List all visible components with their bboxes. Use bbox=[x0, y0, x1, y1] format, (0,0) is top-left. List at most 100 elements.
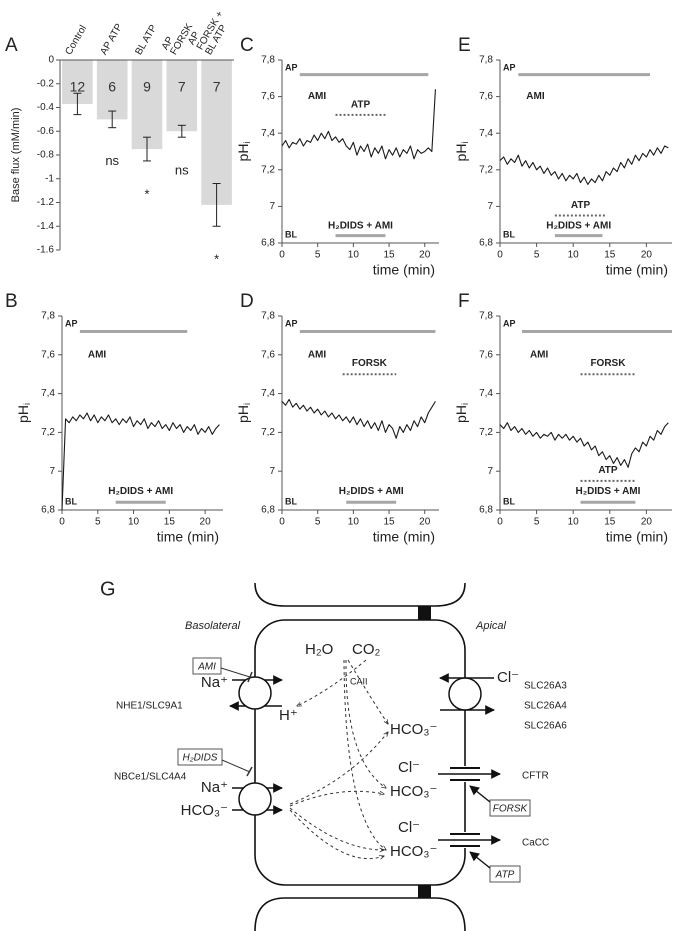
y-tick-label: -1 bbox=[45, 173, 54, 184]
y-tick-label: 7,6 bbox=[479, 91, 493, 102]
y-tick-label: 7,6 bbox=[261, 349, 275, 360]
side-annotation: BL bbox=[65, 496, 77, 506]
ion: Cl⁻ bbox=[497, 669, 519, 686]
significance-label: ns bbox=[175, 163, 189, 178]
x-tick-label: 10 bbox=[348, 517, 360, 528]
stimulation bbox=[469, 851, 491, 869]
y-axis-label-main: pH bbox=[235, 144, 251, 162]
cell bbox=[254, 619, 466, 886]
y-axis-label: pHi bbox=[453, 142, 471, 162]
y-axis-label-subscript: i bbox=[242, 403, 252, 405]
y-axis-label-subscript: i bbox=[22, 403, 32, 405]
transporter bbox=[238, 676, 272, 710]
y-tick-label: 7,2 bbox=[261, 427, 275, 438]
reaction-path bbox=[289, 790, 384, 807]
ion: Cl⁻ bbox=[398, 759, 420, 776]
y-tick-label: 7 bbox=[487, 201, 493, 212]
x-tick-label: 10 bbox=[348, 250, 360, 261]
y-axis-label-main: pH bbox=[453, 405, 469, 423]
y-tick-label: -0.4 bbox=[37, 102, 55, 113]
y-tick-label: 6,8 bbox=[479, 238, 493, 249]
molecule: H₂O bbox=[305, 641, 333, 658]
significance-label: * bbox=[144, 186, 149, 201]
drug: ATP bbox=[495, 870, 515, 881]
y-tick-label: 7,8 bbox=[479, 311, 493, 322]
tight-junction bbox=[418, 885, 431, 898]
stimulation bbox=[469, 785, 491, 803]
y-tick-label: 7,2 bbox=[41, 427, 55, 438]
y-tick-label: 7,6 bbox=[479, 349, 493, 360]
panel-letter: A bbox=[5, 35, 18, 56]
n-label: 7 bbox=[178, 79, 186, 95]
transporter bbox=[448, 677, 482, 711]
tight-junction bbox=[418, 606, 431, 620]
transporter-name: SLC26A6 bbox=[524, 721, 567, 732]
diagram: G Basolateral Apical H₂O CO₂ CAII Na⁺ H⁺… bbox=[100, 578, 567, 931]
treatment-label: ATP bbox=[598, 465, 618, 476]
side-annotation: BL bbox=[285, 229, 297, 239]
reaction-path bbox=[343, 659, 386, 850]
panel-letter: C bbox=[240, 35, 254, 56]
y-tick-label: 7 bbox=[49, 466, 55, 477]
y-tick-label: 7,2 bbox=[261, 164, 275, 175]
y-tick-label: 7 bbox=[269, 201, 275, 212]
x-axis-label: time (min) bbox=[373, 262, 435, 278]
y-tick-label: -0.2 bbox=[37, 78, 55, 89]
x-tick-label: 15 bbox=[383, 517, 395, 528]
y-tick-label: 7,8 bbox=[261, 55, 275, 66]
y-tick-label: -0.8 bbox=[37, 150, 55, 161]
reaction-path bbox=[289, 809, 384, 859]
x-tick-label: 20 bbox=[641, 517, 653, 528]
trace bbox=[61, 412, 220, 511]
treatment-label: AMI bbox=[530, 349, 549, 360]
x-tick-label: 10 bbox=[568, 517, 580, 528]
treatment-label: AMI bbox=[308, 91, 327, 102]
trace bbox=[499, 145, 669, 185]
x-tick-label: 15 bbox=[164, 517, 176, 528]
molecule: CO₂ bbox=[352, 641, 381, 658]
x-axis-label: time (min) bbox=[606, 262, 668, 278]
ion: Na⁺ bbox=[201, 779, 228, 796]
y-tick-label: 7,4 bbox=[479, 388, 493, 399]
side-annotation: AP bbox=[65, 318, 78, 328]
panel-letter: F bbox=[458, 291, 470, 312]
y-tick-label: -0.6 bbox=[37, 126, 55, 137]
y-axis-label-main: pH bbox=[15, 405, 31, 423]
y-tick-label: 7 bbox=[269, 466, 275, 477]
treatment-label: AMI bbox=[308, 349, 327, 360]
x-tick-label: 15 bbox=[383, 250, 395, 261]
enzyme: CAII bbox=[350, 676, 368, 686]
inhibition bbox=[246, 766, 253, 777]
y-axis-label: pHi bbox=[15, 403, 33, 423]
reaction-path bbox=[289, 732, 388, 805]
n-label: 6 bbox=[108, 79, 116, 95]
neighbor-cell bbox=[254, 897, 466, 931]
trace bbox=[499, 422, 669, 468]
transporter bbox=[238, 782, 272, 816]
side-annotation: BL bbox=[503, 229, 515, 239]
bar bbox=[131, 60, 163, 150]
treatment-label: FORSK bbox=[352, 358, 388, 369]
x-tick-label: 5 bbox=[95, 517, 101, 528]
x-axis-label: time (min) bbox=[606, 529, 668, 545]
y-tick-label: 7,6 bbox=[41, 349, 55, 360]
y-axis-label: pHi bbox=[453, 403, 471, 423]
bar-chart: A Base flux (mM/min) -1.6 -1.4 -1.2 -1 -0.8 -0.… bbox=[5, 35, 234, 267]
y-tick-label: 6,8 bbox=[261, 505, 275, 516]
x-tick-label: 0 bbox=[279, 517, 285, 528]
y-tick-label: 7,2 bbox=[479, 164, 493, 175]
side-label: Basolateral bbox=[185, 620, 241, 632]
y-axis-label-main: pH bbox=[453, 144, 469, 162]
inhibition bbox=[221, 759, 251, 773]
side-annotation: BL bbox=[503, 496, 515, 506]
drug: AMI bbox=[197, 662, 216, 673]
x-tick-label: 15 bbox=[604, 250, 616, 261]
y-axis-label-subscript: i bbox=[460, 403, 470, 405]
treatment-label: ATP bbox=[571, 200, 591, 211]
y-tick-label: 7,6 bbox=[261, 91, 275, 102]
x-tick-label: 5 bbox=[315, 517, 321, 528]
ion: H⁺ bbox=[279, 707, 298, 724]
treatment-label: FORSK bbox=[590, 358, 626, 369]
